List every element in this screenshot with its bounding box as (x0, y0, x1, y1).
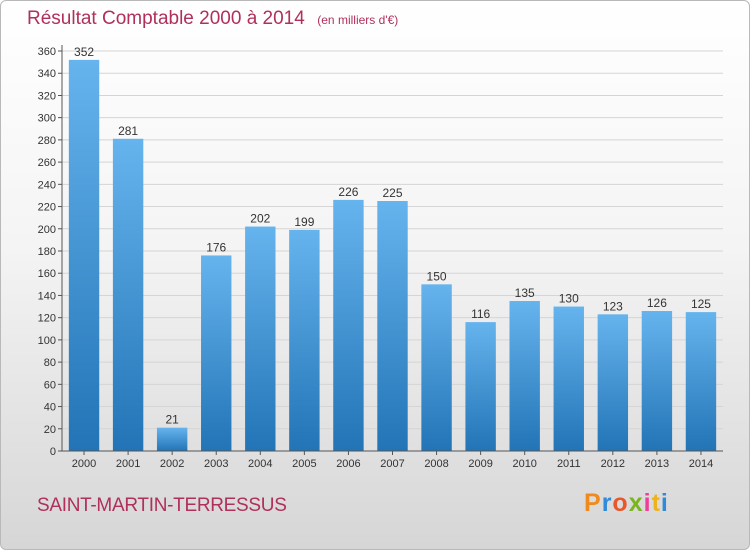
bar-2001 (112, 138, 144, 451)
x-tick-label-2009: 2009 (468, 458, 492, 470)
data-label-2008: 150 (427, 269, 447, 283)
y-tick-label: 0 (50, 446, 56, 458)
y-tick-label: 60 (44, 379, 56, 391)
y-tick-label: 160 (38, 268, 56, 280)
bar-2009 (465, 322, 496, 451)
x-tick-label-2005: 2005 (292, 458, 316, 470)
x-tick-label-2007: 2007 (380, 458, 404, 470)
data-label-2009: 116 (471, 307, 490, 321)
y-tick-label: 40 (44, 402, 56, 414)
y-tick-label: 220 (38, 202, 56, 214)
x-tick-label-2011: 2011 (557, 458, 581, 470)
y-tick-label: 340 (38, 68, 56, 80)
y-tick-label: 100 (38, 335, 56, 347)
bar-2012 (597, 314, 629, 451)
logo-letter: x (628, 489, 644, 517)
bar-2004 (245, 226, 276, 451)
bar-2003 (201, 255, 232, 451)
y-tick-label: 140 (38, 290, 56, 302)
x-tick-label-2010: 2010 (512, 458, 536, 470)
bar-2005 (289, 229, 320, 451)
y-tick-label: 180 (38, 246, 56, 258)
y-tick-label: 280 (38, 135, 56, 147)
logo-letter: i (660, 489, 669, 517)
y-tick-label: 300 (38, 113, 56, 125)
x-tick-label-2013: 2013 (645, 458, 669, 470)
data-label-2000: 352 (74, 45, 94, 59)
axes: 0 20 40 60 80 100 120 140 160 180 200 220 240 260 280 3… (38, 45, 723, 470)
y-tick-label: 120 (38, 313, 56, 325)
data-label-2002: 21 (165, 413, 179, 427)
chart-title-unit: (en milliers d'€) (317, 13, 399, 27)
y-tick-label: 260 (38, 157, 56, 169)
y-tick-label: 360 (38, 46, 56, 58)
bar-2011 (553, 306, 584, 451)
logo-letter: i (643, 489, 652, 517)
town-name: SAINT-MARTIN-TERRESSUS (37, 495, 287, 516)
data-label-2012: 123 (603, 299, 623, 313)
x-tick-label-2008: 2008 (424, 458, 448, 470)
x-tick-label-2006: 2006 (336, 458, 360, 470)
x-tick-label-2002: 2002 (160, 458, 184, 470)
bar-2010 (509, 301, 540, 451)
x-tick-label-2003: 2003 (204, 458, 228, 470)
bar-2008 (421, 284, 452, 451)
data-label-2014: 125 (691, 297, 711, 311)
x-tick-label-2004: 2004 (248, 458, 272, 470)
logo-letter: P (584, 489, 602, 517)
bar-2007 (377, 201, 408, 451)
bar-2013 (641, 311, 673, 451)
x-tick-label-2001: 2001 (116, 458, 140, 470)
data-label-2010: 135 (515, 286, 535, 300)
x-tick-label-2000: 2000 (72, 458, 96, 470)
y-tick-label: 320 (38, 90, 56, 102)
data-label-2007: 225 (382, 186, 402, 200)
bar-2000 (68, 59, 100, 452)
chart-title: Résultat Comptable 2000 à 2014 (en milli… (27, 8, 398, 30)
data-label-2003: 176 (206, 240, 226, 254)
proxiti-logo: Proxiti (584, 489, 669, 518)
bar-2002 (156, 427, 188, 451)
y-tick-label: 200 (38, 224, 56, 236)
data-label-2001: 281 (118, 124, 138, 138)
logo-letter: r (601, 489, 613, 517)
logo-letter: o (612, 489, 629, 517)
chart-title-main: Résultat Comptable 2000 à 2014 (27, 8, 305, 29)
logo-letter: t (651, 489, 661, 517)
bar-2006 (333, 199, 364, 451)
x-tick-label-2014: 2014 (689, 458, 713, 470)
data-label-2004: 202 (250, 212, 270, 226)
data-label-2011: 130 (559, 292, 579, 306)
y-tick-label: 80 (44, 357, 56, 369)
data-label-2013: 126 (647, 296, 667, 310)
y-tick-label: 240 (38, 179, 56, 191)
data-label-2005: 199 (294, 215, 314, 229)
x-tick-label-2012: 2012 (601, 458, 625, 470)
bars: 352 281 21 176 202 199 226 225 150 116 135 130 123 12… (68, 45, 717, 452)
data-label-2006: 226 (338, 185, 358, 199)
bar-2014 (685, 312, 717, 451)
y-tick-label: 20 (44, 424, 56, 436)
